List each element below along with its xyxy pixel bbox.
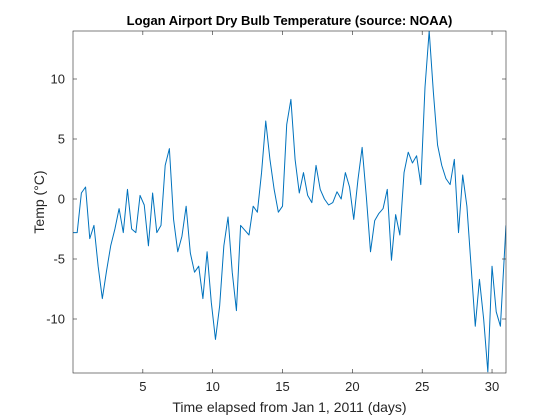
axes-box — [72, 30, 507, 374]
series-layer — [73, 31, 506, 373]
chart-title: Logan Airport Dry Bulb Temperature (sour… — [127, 13, 453, 28]
x-tick-label: 15 — [275, 379, 289, 394]
tick-layer: 5 10 15 20 25 30 -10 -5 0 5 10 — [46, 31, 506, 394]
x-axis-label: Time elapsed from Jan 1, 2011 (days) — [172, 399, 406, 415]
y-tick-label: -10 — [46, 312, 65, 327]
x-tick-label: 20 — [345, 379, 359, 394]
temperature-series-line — [73, 31, 506, 373]
y-tick-label: -5 — [53, 252, 65, 267]
y-tick-label: 10 — [51, 72, 65, 87]
plot-area — [73, 31, 506, 373]
x-tick-label: 10 — [205, 379, 219, 394]
x-tick-label: 30 — [485, 379, 499, 394]
x-tick-label: 25 — [415, 379, 429, 394]
y-tick-label: 0 — [58, 192, 65, 207]
x-tick-label: 5 — [139, 379, 146, 394]
y-axis-label: Temp (°C) — [31, 170, 47, 233]
y-tick-label: 5 — [58, 132, 65, 147]
